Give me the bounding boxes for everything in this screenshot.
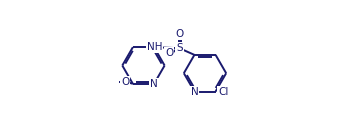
Text: N: N [150,79,158,89]
Text: S: S [176,43,183,53]
Text: O: O [165,48,173,58]
Text: Cl: Cl [218,86,228,97]
Text: NH: NH [147,42,162,52]
Text: O: O [175,29,184,39]
Text: N: N [190,86,198,97]
Text: O: O [121,77,129,87]
